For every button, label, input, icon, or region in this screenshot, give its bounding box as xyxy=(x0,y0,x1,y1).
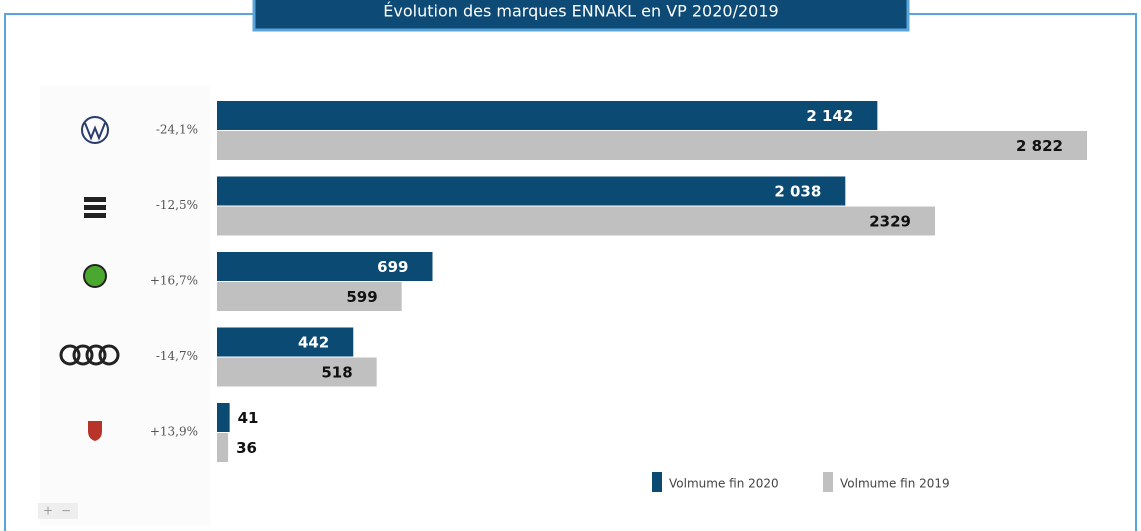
legend-label: Volmume fin 2019 xyxy=(840,477,950,491)
chart-title: Évolution des marques ENNAKL en VP 2020/… xyxy=(383,2,778,21)
bar xyxy=(217,357,377,387)
logo-audi xyxy=(59,344,120,366)
value-label: 599 xyxy=(346,288,377,306)
category-label: -24,1% xyxy=(156,123,198,137)
bar xyxy=(217,206,936,236)
value-label: 518 xyxy=(321,364,352,382)
bar xyxy=(217,403,230,432)
value-label: 442 xyxy=(298,334,329,352)
logo-skoda xyxy=(83,264,107,288)
value-label: 2 142 xyxy=(806,107,853,125)
bar xyxy=(217,433,229,462)
bar xyxy=(217,131,1087,160)
logo-vw xyxy=(81,116,109,144)
logo-seat xyxy=(84,197,106,218)
bar xyxy=(217,282,402,311)
bar xyxy=(217,252,433,281)
bar xyxy=(217,101,878,130)
bar xyxy=(217,176,846,206)
category-label: -12,5% xyxy=(156,198,198,212)
value-label: 2329 xyxy=(869,213,911,231)
value-label: 699 xyxy=(377,258,408,276)
legend-label: Volmume fin 2020 xyxy=(669,477,779,491)
value-label: 2 038 xyxy=(774,183,821,201)
category-label: -14,7% xyxy=(156,349,198,363)
logo-panel xyxy=(40,86,210,526)
zoom-controls xyxy=(38,503,78,519)
category-label: +13,9% xyxy=(150,425,198,439)
value-label: 36 xyxy=(236,439,257,457)
category-label: +16,7% xyxy=(150,274,198,288)
value-label: 41 xyxy=(238,409,259,427)
title-box xyxy=(252,0,910,32)
zoom-button[interactable]: + xyxy=(43,504,53,518)
logo-porsche xyxy=(88,421,102,441)
bar xyxy=(217,327,354,357)
legend-swatch xyxy=(823,472,833,492)
zoom-button[interactable]: − xyxy=(61,504,71,518)
legend-swatch xyxy=(652,472,662,492)
value-label: 2 822 xyxy=(1016,137,1063,155)
